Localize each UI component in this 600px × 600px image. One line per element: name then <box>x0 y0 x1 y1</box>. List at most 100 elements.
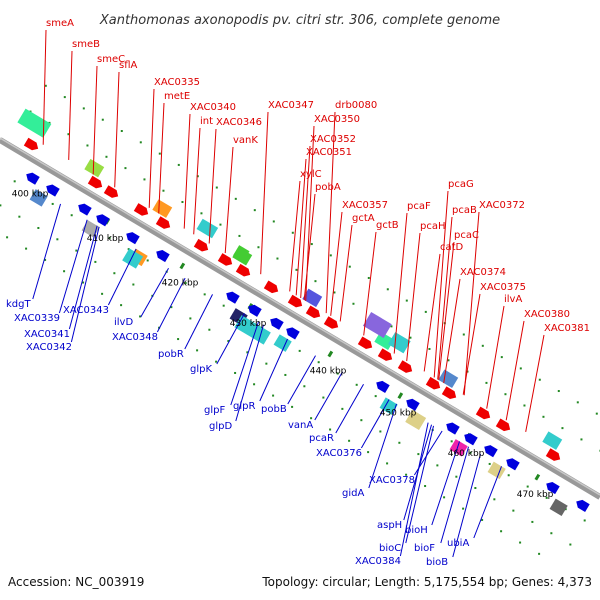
forward-gene-label: XAC0335 <box>154 77 200 88</box>
scale-label: 410 kbp <box>87 234 124 244</box>
forward-gene-label: XAC0380 <box>524 309 570 320</box>
reverse-gene-label: XAC0342 <box>26 342 72 353</box>
guide-dot <box>86 144 89 147</box>
scale-label: 430 kbp <box>230 319 267 329</box>
scale-labels: 400 kbp 410 kbp 420 kbp 430 kbp 440 kbp 450 k… <box>12 189 554 499</box>
gene-features <box>17 108 590 517</box>
gene-block <box>449 439 468 457</box>
reverse-gene-label: XAC0343 <box>63 305 109 316</box>
gene-block <box>29 189 48 207</box>
guide-dot <box>488 462 491 465</box>
guide-dot <box>481 518 484 521</box>
guide-dot <box>120 304 123 307</box>
guide-dot <box>177 338 180 341</box>
gene-block <box>152 199 173 218</box>
guide-dot <box>314 280 317 283</box>
forward-label-leader <box>42 29 47 145</box>
reverse-gene-label: kdgT <box>6 299 31 310</box>
forward-gene-label: XAC0347 <box>268 100 314 111</box>
reverse-label-leader <box>473 466 502 539</box>
guide-dot <box>139 141 142 144</box>
guide-dot <box>500 530 503 533</box>
guide-dot <box>18 215 21 218</box>
forward-gene-arrow <box>23 137 39 151</box>
guide-dot <box>13 180 16 183</box>
forward-label-leader <box>193 127 201 235</box>
guide-dot <box>37 226 40 229</box>
guide-dot <box>215 360 218 363</box>
accession-label: Accession: NC_003919 <box>8 575 144 589</box>
forward-label-leader <box>208 128 217 244</box>
gene-block <box>487 461 506 480</box>
reverse-gene-arrow <box>46 184 60 197</box>
guide-dot <box>291 231 294 234</box>
reverse-gene-arrow <box>376 380 390 393</box>
reverse-gene-label: glpF <box>204 405 225 416</box>
guide-dot <box>462 333 465 336</box>
guide-dot <box>386 288 389 291</box>
backbone-highlight <box>0 137 600 496</box>
forward-gene-label: gctB <box>376 220 399 231</box>
reverse-gene-label: ubiA <box>447 538 469 549</box>
forward-label-leader <box>325 111 336 314</box>
guide-dot <box>105 155 108 158</box>
guide-dot <box>234 371 237 374</box>
guide-dot <box>405 299 408 302</box>
guide-dot <box>569 543 572 546</box>
guide-dot <box>443 496 446 499</box>
guide-dot <box>257 246 260 249</box>
forward-gene-label: gctA <box>352 213 375 224</box>
forward-label-leader <box>505 320 525 421</box>
forward-gene-label: int <box>200 116 213 127</box>
guide-dot <box>215 186 218 189</box>
forward-label-leader <box>224 146 234 254</box>
reverse-gene-arrow <box>96 214 110 227</box>
reverse-gene-label: XAC0348 <box>112 332 158 343</box>
guide-dot <box>82 107 85 110</box>
gene-block <box>362 311 392 338</box>
guide-dot <box>120 130 123 133</box>
reverse-gene-label: pobB <box>261 404 287 415</box>
guide-dot <box>550 532 553 535</box>
guide-dot <box>56 238 59 241</box>
forward-gene-label: XAC0351 <box>306 147 352 158</box>
forward-gene-label: pcaG <box>448 179 474 190</box>
guide-dot <box>474 487 477 490</box>
scale-label: 470 kbp <box>517 490 554 500</box>
gene-block <box>379 397 398 415</box>
reverse-gene-label: XAC0384 <box>355 556 401 567</box>
guide-dot <box>542 415 545 418</box>
scale-tick <box>327 350 334 358</box>
guide-dot <box>519 367 522 370</box>
reverse-gene-label: XAC0376 <box>316 448 362 459</box>
forward-gene-arrow <box>133 203 149 216</box>
guide-dot <box>203 293 206 296</box>
guide-dot <box>424 310 427 313</box>
scale-label: 440 kbp <box>310 367 347 377</box>
guide-dot <box>526 485 529 488</box>
reverse-label-leader <box>287 355 316 405</box>
forward-label-leader <box>260 111 269 275</box>
forward-gene-arrow <box>287 294 303 308</box>
forward-label-leader <box>158 102 165 214</box>
guide-dot <box>424 485 427 488</box>
reverse-gene-arrow <box>406 398 420 411</box>
gene-block <box>542 431 563 450</box>
guide-dot <box>276 257 279 260</box>
forward-gene-label: XAC0372 <box>479 200 525 211</box>
guide-dot <box>576 401 579 404</box>
forward-gene-arrow <box>263 280 279 294</box>
forward-gene-arrow <box>441 386 457 400</box>
guide-dot <box>222 304 225 307</box>
guide-dot <box>227 340 230 343</box>
forward-gene-label: catD <box>440 242 464 253</box>
reverse-gene-label: ilvD <box>114 317 133 328</box>
forward-gene-arrow <box>217 253 233 266</box>
guide-dot <box>101 118 104 121</box>
guide-dot <box>450 440 453 443</box>
reverse-label-leader <box>431 441 461 526</box>
reverse-label-leader <box>58 219 88 314</box>
guide-dot <box>367 276 370 279</box>
